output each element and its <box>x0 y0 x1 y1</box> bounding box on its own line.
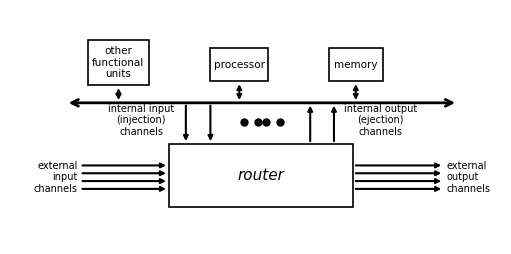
FancyBboxPatch shape <box>169 144 353 207</box>
Text: external
output
channels: external output channels <box>446 161 490 194</box>
Text: processor: processor <box>214 60 265 70</box>
FancyBboxPatch shape <box>211 48 268 81</box>
Text: external
input
channels: external input channels <box>34 161 78 194</box>
Text: internal input
(injection)
channels: internal input (injection) channels <box>108 104 174 137</box>
FancyBboxPatch shape <box>88 40 149 85</box>
Text: other
functional
units: other functional units <box>92 46 145 79</box>
Text: internal output
(ejection)
channels: internal output (ejection) channels <box>344 104 417 137</box>
Text: router: router <box>238 168 284 183</box>
Text: memory: memory <box>334 60 378 70</box>
FancyBboxPatch shape <box>329 48 383 81</box>
